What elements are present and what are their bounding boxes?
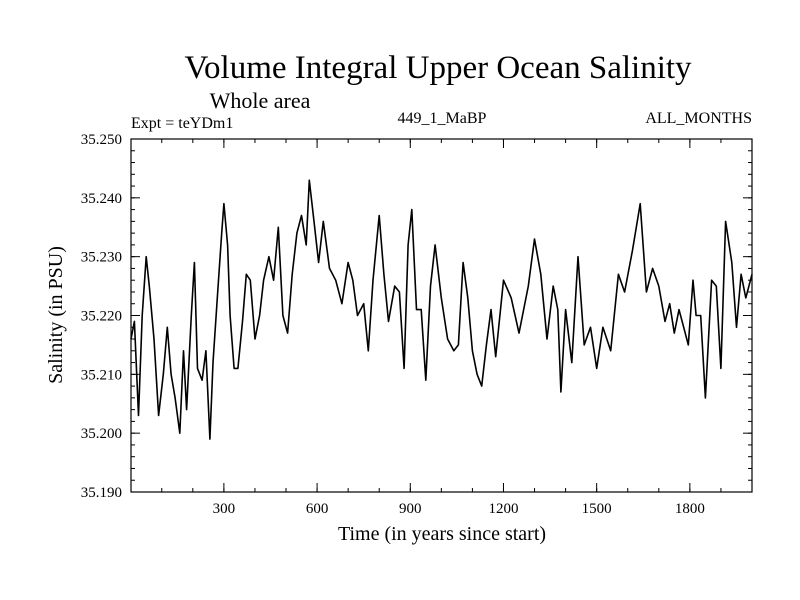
chart-subtitle: Whole area (210, 88, 311, 113)
chart-title: Volume Integral Upper Ocean Salinity (184, 50, 692, 86)
x-tick-label: 600 (306, 501, 329, 517)
y-tick-label: 35.210 (81, 367, 122, 383)
x-tick-label: 900 (399, 501, 422, 517)
y-tick-label: 35.200 (81, 426, 122, 442)
y-tick-label: 35.230 (81, 250, 122, 266)
x-tick-label: 300 (213, 501, 236, 517)
x-axis-label: Time (in years since start) (338, 523, 546, 545)
x-tick-label: 1800 (675, 501, 705, 517)
y-tick-label: 35.190 (81, 485, 122, 501)
y-tick-label: 35.240 (81, 191, 122, 207)
y-tick-labels: 35.190 35.200 35.210 35.220 35.230 35.240 35.2… (81, 132, 122, 501)
expt-label: Expt = teYDm1 (131, 115, 233, 132)
run-label: 449_1_MaBP (398, 110, 487, 127)
plot-frame (130, 138, 753, 493)
months-label: ALL_MONTHS (645, 110, 752, 127)
x-tick-labels: 300 600 900 1200 1500 1800 (213, 501, 705, 517)
y-tick-label: 35.220 (81, 309, 122, 325)
x-tick-label: 1500 (582, 501, 612, 517)
x-tick-label: 1200 (488, 501, 518, 517)
salinity-series-line (130, 179, 753, 440)
y-axis-label: Salinity (in PSU) (45, 246, 67, 384)
axis-ticks (131, 138, 752, 493)
y-tick-label: 35.250 (81, 132, 122, 148)
